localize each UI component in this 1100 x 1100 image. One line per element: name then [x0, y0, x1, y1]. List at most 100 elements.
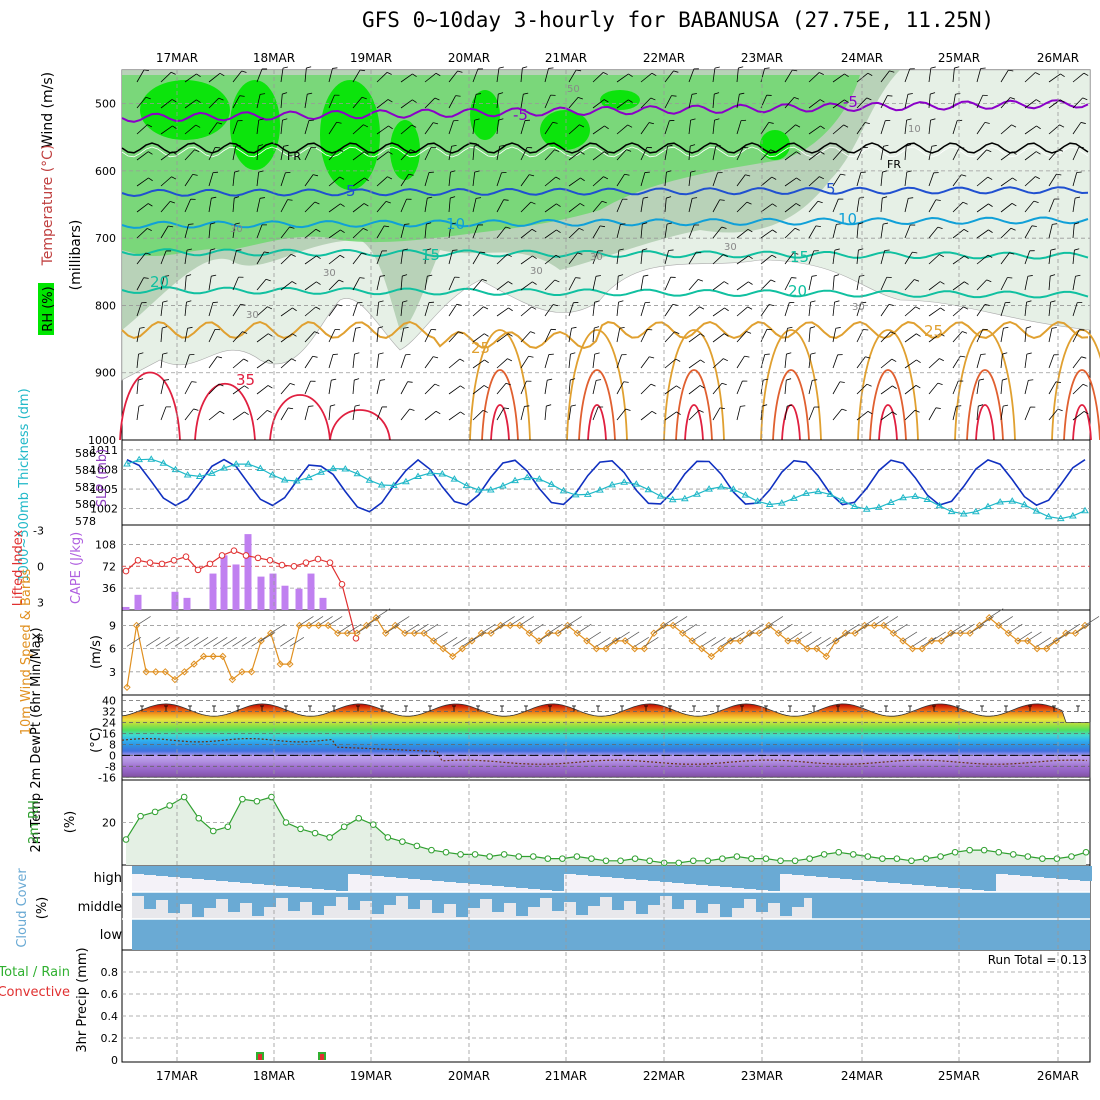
cloud-mid-bar	[660, 892, 672, 896]
date-tick-bottom: 24MAR	[841, 1069, 883, 1083]
wind-barb-flag	[282, 92, 288, 95]
wind-barb-flag	[772, 229, 777, 233]
wind-barb	[424, 72, 437, 83]
wind-barb	[1048, 328, 1053, 343]
wind-barb	[856, 198, 860, 213]
contour-30-lobe	[675, 369, 713, 441]
wind-barb-flag	[336, 121, 342, 124]
date-tick-top: 17MAR	[156, 51, 198, 65]
li-line-point	[122, 567, 130, 575]
wind-barb-flag	[451, 144, 457, 147]
contour-35-west	[119, 371, 181, 441]
wind-barb-flag	[988, 229, 993, 233]
wind-barb-flag	[355, 326, 361, 329]
wind-barb	[1024, 151, 1037, 161]
wind-barb	[1024, 200, 1035, 213]
wind-barb	[640, 198, 644, 213]
wind-barb-flag	[666, 196, 672, 199]
wind-barb-flag	[931, 145, 937, 147]
wind-barb	[160, 225, 169, 239]
cloud-high-bar	[612, 866, 624, 878]
temp-tick: 0	[109, 749, 116, 762]
wind-barb	[856, 72, 869, 83]
wind-barb-flag	[338, 279, 344, 283]
wind-barb-flag	[666, 170, 672, 173]
wind-barb-flag	[528, 355, 534, 358]
wind-speed-line-point	[602, 644, 610, 653]
date-tick-bottom: 23MAR	[741, 1069, 783, 1083]
wind-barb	[928, 172, 935, 187]
wind-barb	[592, 276, 597, 291]
wind-barb-flag	[235, 144, 241, 147]
thickness-tick: 582	[75, 481, 96, 494]
cloud-high-bar	[540, 866, 552, 890]
precip-label-convective: Convective	[0, 985, 70, 1000]
wind-barb-10m	[605, 637, 621, 647]
wind-barb-flag	[675, 358, 681, 362]
wind-barb	[616, 99, 629, 109]
wind-barb	[376, 125, 389, 135]
cloud-mid-bar	[408, 892, 420, 909]
li-line-point	[230, 547, 238, 554]
cloud-mid-bar	[204, 892, 216, 908]
thickness-line-point	[668, 495, 677, 503]
cloud-high-bar	[972, 866, 984, 890]
cape-bar	[209, 573, 217, 610]
wind-barb-flag	[287, 199, 293, 201]
wind-barb	[592, 380, 597, 395]
wind-barb	[688, 306, 700, 317]
wind-barb-flag	[315, 228, 321, 233]
wind-barb	[1024, 250, 1031, 265]
wind-barb	[136, 96, 147, 109]
date-tick-top: 25MAR	[938, 51, 980, 65]
cloud-high-bar	[468, 866, 480, 884]
wind-barb-flag	[292, 307, 297, 312]
wind-barb	[304, 331, 315, 343]
wind-barb	[664, 304, 674, 317]
wind-barb-10m	[395, 616, 410, 626]
wind-barb	[280, 254, 292, 265]
wind-barb	[736, 281, 749, 291]
rh2m-line-point	[791, 857, 799, 865]
wind-barb-flag	[908, 197, 914, 199]
wind-speed-line-point	[717, 644, 725, 653]
wind-barb-flag	[570, 404, 576, 407]
cloud-mid-bar	[132, 892, 144, 896]
wind-barb-flag	[619, 327, 625, 329]
wind-barb	[928, 333, 941, 343]
rh2m-line-point	[515, 853, 523, 860]
wind-barb-flag	[811, 275, 817, 277]
wind-barb	[448, 304, 458, 317]
wind-barb	[256, 359, 269, 369]
cloud-high-bar	[648, 866, 660, 881]
wind-barb	[160, 276, 165, 291]
wind-barb-flag	[579, 203, 585, 207]
wind-barb-flag	[503, 407, 510, 410]
wind-barb-10m	[663, 616, 678, 626]
wind-barb-flag	[648, 122, 655, 125]
wind-speed-line-point	[286, 660, 294, 668]
cape-bar	[307, 573, 315, 610]
rh2m-line-point	[1068, 853, 1075, 860]
wind-barb-flag	[763, 378, 769, 381]
cloud-mid-bar	[264, 892, 276, 907]
wind-barb-10m	[318, 616, 333, 626]
wind-barb-flag	[186, 274, 192, 277]
wind-barb	[568, 328, 572, 343]
wind-barb-flag	[820, 125, 825, 130]
rh2m-line-point	[442, 848, 450, 856]
wind-barb	[592, 225, 601, 239]
thickness-line-point	[1020, 500, 1029, 508]
thickness-line-point	[135, 455, 144, 463]
li-line-point	[352, 634, 360, 642]
cloud-high-bar	[132, 866, 144, 874]
slp-tick: 1002	[90, 503, 118, 516]
wind-barb	[712, 281, 725, 291]
wind-barb	[1048, 354, 1055, 369]
wind-barb-flag	[930, 92, 936, 95]
wind-barb	[520, 406, 525, 421]
wind-barb	[1000, 203, 1013, 213]
rh2m-line-point	[457, 851, 464, 858]
rh-tick: 20	[102, 817, 116, 830]
wind-barb	[1024, 406, 1031, 421]
